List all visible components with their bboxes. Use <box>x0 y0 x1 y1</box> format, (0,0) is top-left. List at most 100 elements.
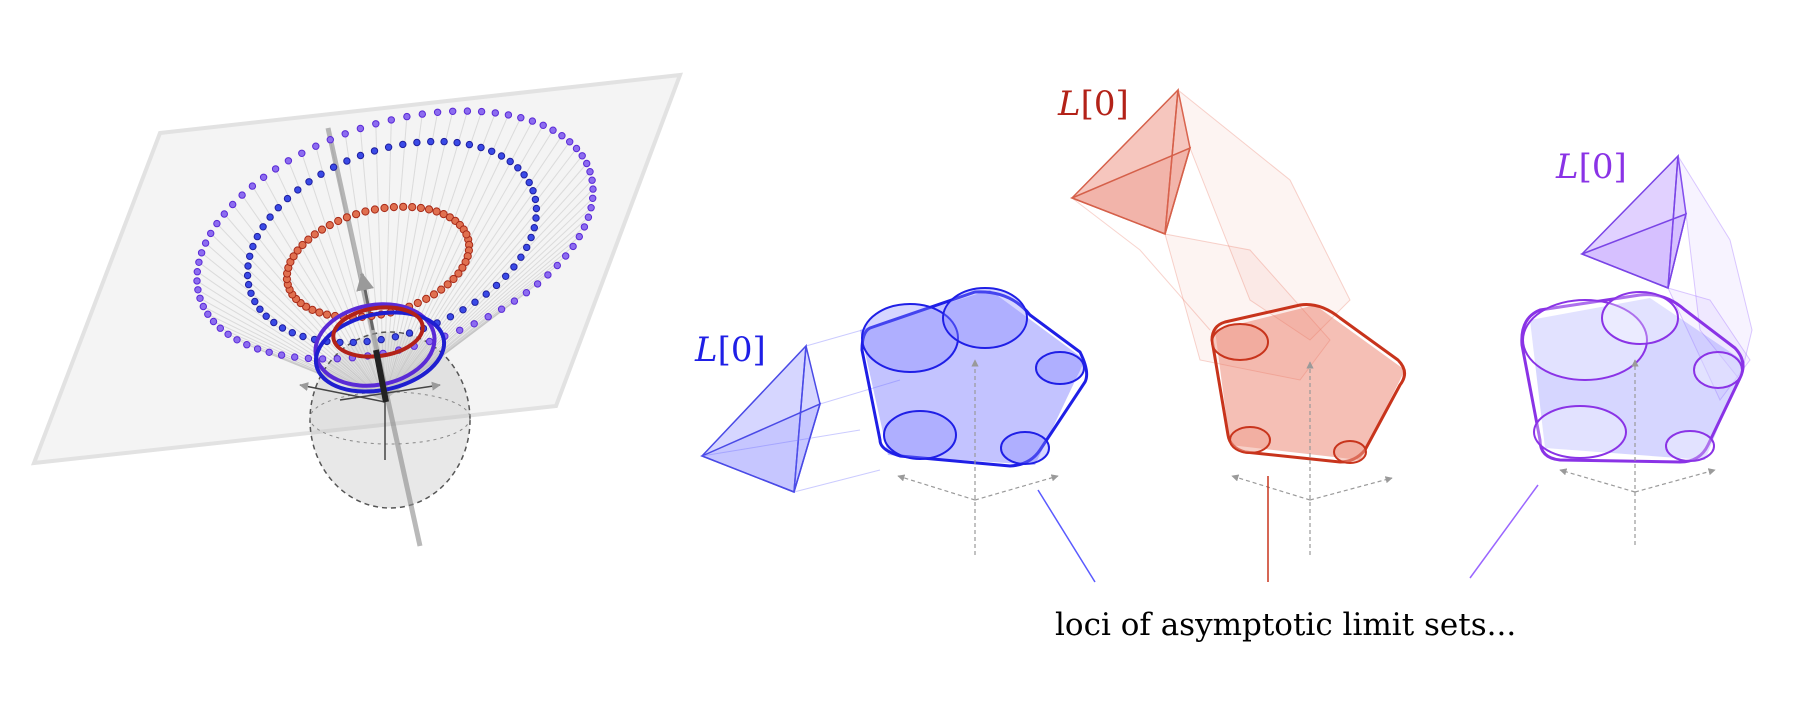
ring-point <box>341 130 349 138</box>
ring-point <box>462 230 471 239</box>
ring-point <box>220 210 229 218</box>
ring-point <box>440 137 448 146</box>
ray-line <box>383 179 593 401</box>
purple-sweep <box>1667 155 1753 401</box>
limit-ellipse-red <box>331 305 425 359</box>
ring-point <box>298 240 307 250</box>
ring-point <box>578 152 586 160</box>
ring-point <box>575 232 583 241</box>
ring-point <box>449 107 457 116</box>
ring-point <box>553 261 561 270</box>
ray-line <box>351 357 385 401</box>
point-ring-red <box>282 202 474 322</box>
ring-point <box>244 280 253 289</box>
caption: loci of asymptotic limit sets... <box>1055 607 1516 643</box>
ring-point <box>193 268 202 276</box>
purple-pointer <box>1469 484 1539 579</box>
ring-point <box>317 225 327 234</box>
ray-line <box>201 252 385 401</box>
ring-point <box>587 204 595 212</box>
ring-point <box>334 216 343 226</box>
ring-point <box>352 210 361 219</box>
ring-point <box>527 233 535 242</box>
ring-point <box>566 138 574 146</box>
ring-point <box>427 137 435 146</box>
purple-tetrahedron <box>1579 154 1688 290</box>
ring-point <box>372 120 380 128</box>
ring-point <box>343 157 351 165</box>
label-blue-arg: [0] <box>718 330 766 370</box>
ring-point <box>259 223 267 231</box>
ray-line <box>383 345 415 401</box>
ring-point <box>477 107 486 116</box>
ring-point <box>588 176 596 184</box>
ring-point <box>342 213 351 222</box>
ring-point <box>413 298 422 308</box>
ray-line <box>383 246 574 401</box>
blue-pentagon-outline <box>860 290 1089 468</box>
ring-point <box>233 336 241 344</box>
ring-point <box>304 235 313 244</box>
ring-point <box>289 252 298 261</box>
ring-point <box>195 258 203 266</box>
ray-line <box>287 160 385 401</box>
purple-pentagon-fill <box>1530 298 1745 460</box>
ring-point <box>387 116 395 124</box>
ray-line <box>227 333 385 401</box>
ring-point <box>265 348 273 356</box>
ring-point <box>249 242 257 251</box>
ring-point <box>246 252 254 260</box>
ring-point <box>463 107 472 115</box>
ray-line <box>383 236 580 401</box>
ring-point <box>477 143 485 152</box>
ray-line <box>275 168 385 401</box>
ring-point <box>229 200 237 209</box>
ring-point <box>517 253 525 261</box>
ring-point <box>422 294 431 303</box>
ray-line <box>251 185 385 401</box>
ring-point <box>253 345 262 353</box>
ray-line <box>383 141 571 401</box>
ring-point <box>399 140 407 149</box>
ring-point <box>416 203 425 213</box>
ring-point <box>456 326 464 334</box>
ray-line <box>383 155 583 401</box>
label-purple: L[0] <box>1555 147 1627 187</box>
ring-point <box>583 159 591 168</box>
ring-point <box>413 138 421 147</box>
purple-panel: L[0] <box>1469 147 1753 579</box>
ring-point <box>522 289 531 297</box>
purple-pentagon-outline <box>1520 293 1745 464</box>
ring-point <box>384 143 393 151</box>
ring-point <box>193 277 201 285</box>
ring-point <box>356 151 365 160</box>
ring-point <box>497 152 506 160</box>
ring-point <box>514 164 522 172</box>
ring-point <box>523 243 531 252</box>
ring-point <box>439 210 448 219</box>
ring-point <box>425 337 434 346</box>
ray-line <box>205 242 385 401</box>
ring-point <box>432 207 441 216</box>
ring-point <box>418 110 426 118</box>
ring-point <box>528 117 537 125</box>
red-sweep <box>1071 88 1351 381</box>
ring-point <box>433 108 442 117</box>
ring-point <box>589 185 597 193</box>
label-blue-var: L <box>694 330 718 370</box>
ring-point <box>243 271 252 280</box>
ring-point <box>482 290 490 298</box>
ring-point <box>317 170 325 178</box>
ring-point <box>471 298 479 306</box>
ring-point <box>454 269 463 278</box>
ring-point <box>458 263 467 272</box>
ring-point <box>322 310 332 319</box>
ring-point <box>318 355 327 363</box>
ring-point <box>520 171 528 179</box>
ring-point <box>589 194 597 203</box>
ring-point <box>251 297 259 306</box>
ring-point <box>437 285 446 294</box>
blue-panel: L[0] <box>694 287 1096 583</box>
ring-point <box>584 213 593 221</box>
ring-point <box>399 202 408 211</box>
